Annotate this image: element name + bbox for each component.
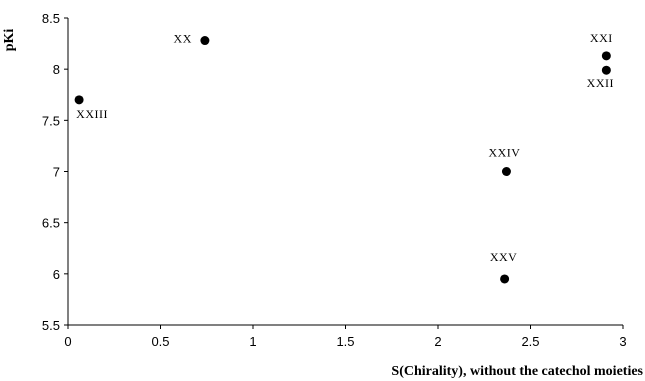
x-tick-label: 2: [434, 334, 441, 349]
data-point: [601, 65, 611, 75]
data-point-label: XXII: [587, 76, 614, 90]
data-point: [74, 95, 84, 105]
data-point: [501, 167, 511, 176]
y-axis-title: pKi: [2, 29, 17, 52]
data-point: [500, 274, 510, 284]
x-tick-label: 1.5: [336, 334, 354, 349]
y-tick-label: 6.5: [42, 216, 60, 231]
data-point-label: XXI: [590, 31, 613, 45]
data-point-label: XX: [174, 32, 192, 46]
data-points: [74, 36, 611, 284]
y-tick-label: 8: [53, 62, 60, 77]
data-point-labels: XX XXI XXII XXIII XXIV XXV: [76, 31, 614, 264]
x-tick-label: 2.5: [521, 334, 539, 349]
y-tick-label: 8.5: [42, 11, 60, 26]
y-tick-labels: 5.5 6 6.5 7 7.5 8 8.5: [42, 11, 68, 333]
axes: [67, 18, 623, 326]
x-tick-label: 1: [249, 334, 256, 349]
data-point-label: XXIV: [488, 146, 520, 160]
x-tick-label: 0.5: [151, 334, 169, 349]
x-tick-label: 0: [64, 334, 71, 349]
data-point-label: XXV: [490, 250, 518, 264]
y-tick-label: 7.5: [42, 113, 60, 128]
data-point: [601, 51, 611, 61]
y-tick-label: 6: [53, 267, 60, 282]
x-tick-labels: 0 0.5 1 1.5 2 2.5 3: [64, 325, 627, 349]
x-axis-title: S(Chirality), without the catechol moiet…: [391, 364, 643, 379]
y-tick-label: 5.5: [42, 318, 60, 333]
y-tick-label: 7: [53, 165, 60, 180]
data-point-label: XXIII: [76, 107, 108, 121]
x-tick-label: 3: [619, 334, 626, 349]
data-point: [200, 36, 210, 46]
